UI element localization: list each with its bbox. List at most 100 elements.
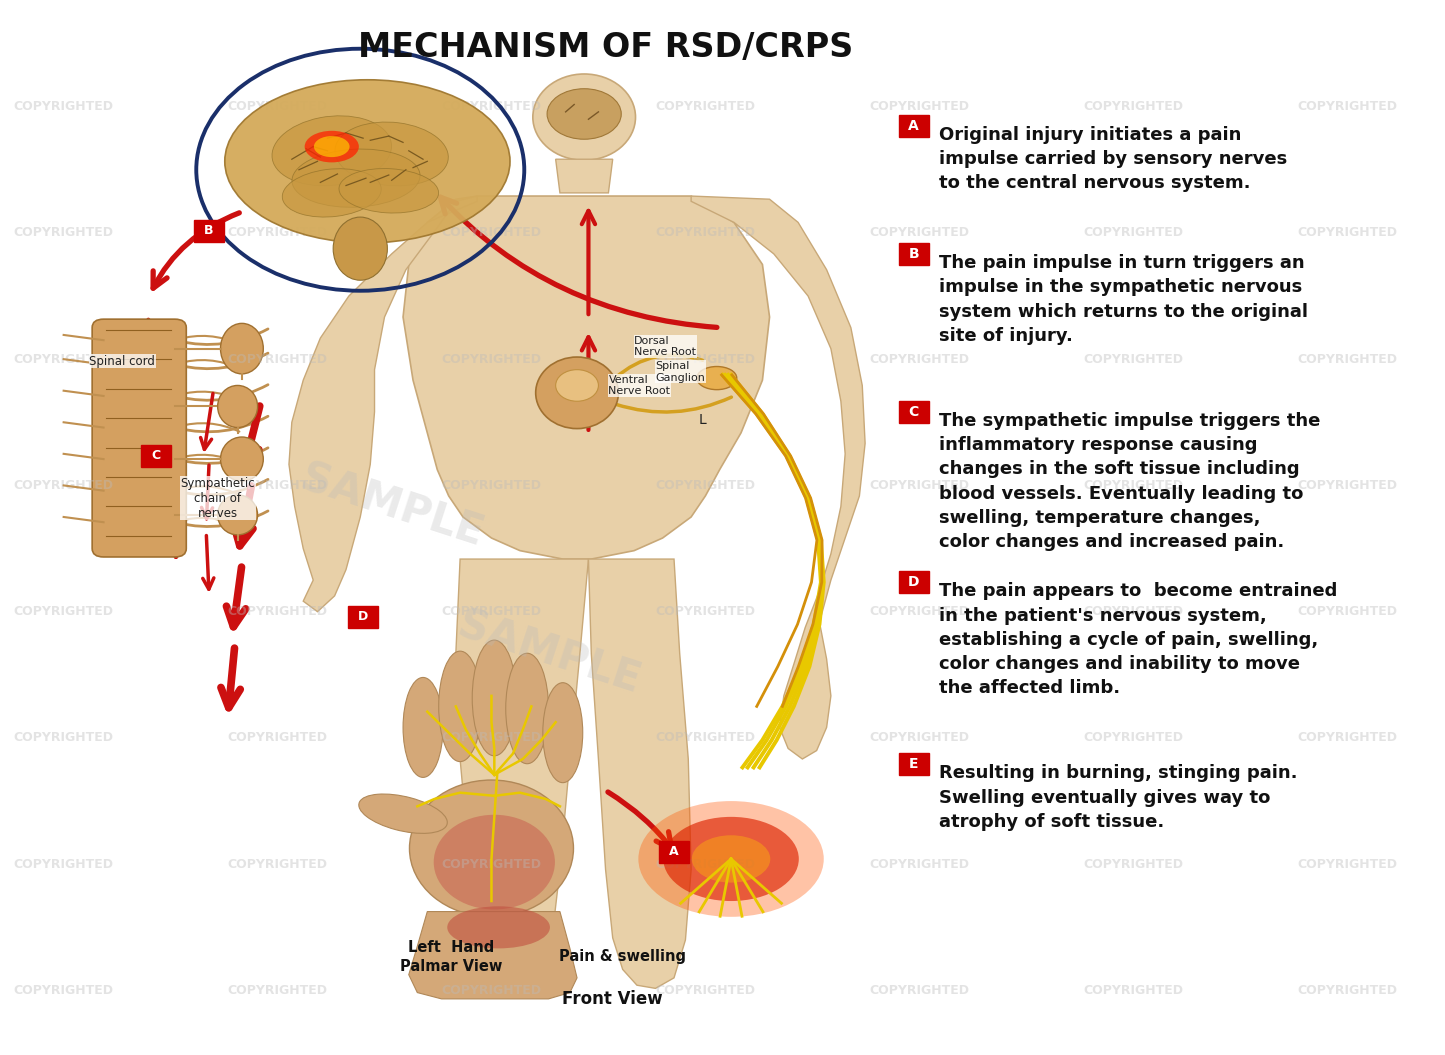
Text: Resulting in burning, stinging pain.
Swelling eventually gives way to
atrophy of: Resulting in burning, stinging pain. Swe… [939, 764, 1298, 831]
Text: A: A [669, 845, 679, 858]
Text: COPYRIGHTED: COPYRIGHTED [1084, 606, 1183, 618]
Text: Spinal
Ganglion: Spinal Ganglion [656, 361, 705, 383]
Text: COPYRIGHTED: COPYRIGHTED [227, 606, 328, 618]
Ellipse shape [543, 683, 582, 783]
Text: Dorsal
Nerve Root: Dorsal Nerve Root [634, 335, 696, 358]
Text: Ventral
Nerve Root: Ventral Nerve Root [608, 375, 670, 397]
Text: COPYRIGHTED: COPYRIGHTED [656, 858, 756, 870]
Ellipse shape [218, 495, 257, 535]
Ellipse shape [639, 801, 824, 917]
Text: COPYRIGHTED: COPYRIGHTED [1298, 731, 1397, 745]
Text: COPYRIGHTED: COPYRIGHTED [13, 858, 114, 870]
Text: B: B [204, 225, 214, 237]
Text: COPYRIGHTED: COPYRIGHTED [1298, 100, 1397, 113]
Text: COPYRIGHTED: COPYRIGHTED [442, 479, 542, 492]
Ellipse shape [225, 80, 510, 243]
Text: E: E [909, 757, 919, 771]
Text: COPYRIGHTED: COPYRIGHTED [1298, 606, 1397, 618]
Text: C: C [152, 449, 160, 462]
Text: COPYRIGHTED: COPYRIGHTED [227, 479, 328, 492]
Text: COPYRIGHTED: COPYRIGHTED [656, 731, 756, 745]
Ellipse shape [334, 217, 387, 281]
Polygon shape [455, 559, 588, 991]
Text: Left  Hand
Palmar View: Left Hand Palmar View [400, 940, 503, 974]
Text: COPYRIGHTED: COPYRIGHTED [227, 731, 328, 745]
Polygon shape [588, 559, 691, 989]
Text: Original injury initiates a pain
impulse carried by sensory nerves
to the centra: Original injury initiates a pain impulse… [939, 126, 1287, 192]
FancyBboxPatch shape [348, 606, 379, 628]
Ellipse shape [272, 116, 392, 186]
Polygon shape [556, 159, 613, 193]
Text: COPYRIGHTED: COPYRIGHTED [870, 352, 970, 366]
Text: COPYRIGHTED: COPYRIGHTED [442, 731, 542, 745]
Text: COPYRIGHTED: COPYRIGHTED [13, 352, 114, 366]
FancyBboxPatch shape [899, 753, 929, 775]
Text: COPYRIGHTED: COPYRIGHTED [870, 606, 970, 618]
Ellipse shape [218, 385, 257, 427]
Text: COPYRIGHTED: COPYRIGHTED [870, 227, 970, 239]
Text: COPYRIGHTED: COPYRIGHTED [1084, 858, 1183, 870]
Text: COPYRIGHTED: COPYRIGHTED [656, 606, 756, 618]
Ellipse shape [221, 324, 263, 373]
Ellipse shape [536, 357, 618, 428]
Text: Front View: Front View [562, 990, 663, 1008]
FancyBboxPatch shape [142, 445, 172, 467]
Ellipse shape [473, 640, 516, 755]
Ellipse shape [533, 74, 636, 160]
Ellipse shape [692, 836, 770, 883]
Polygon shape [289, 196, 477, 612]
Ellipse shape [434, 814, 555, 909]
Ellipse shape [305, 131, 358, 162]
Ellipse shape [282, 169, 381, 217]
Text: COPYRIGHTED: COPYRIGHTED [442, 984, 542, 997]
Ellipse shape [403, 677, 444, 778]
FancyBboxPatch shape [659, 841, 689, 863]
Text: COPYRIGHTED: COPYRIGHTED [227, 984, 328, 997]
Text: Spinal cord: Spinal cord [90, 354, 155, 368]
Ellipse shape [548, 89, 621, 139]
Ellipse shape [358, 794, 448, 833]
Text: The sympathetic impulse triggers the
inflammatory response causing
changes in th: The sympathetic impulse triggers the inf… [939, 411, 1321, 552]
Text: MECHANISM OF RSD/CRPS: MECHANISM OF RSD/CRPS [358, 31, 853, 64]
Ellipse shape [506, 653, 549, 764]
Text: COPYRIGHTED: COPYRIGHTED [870, 479, 970, 492]
Ellipse shape [448, 906, 551, 948]
Text: COPYRIGHTED: COPYRIGHTED [227, 858, 328, 870]
Text: COPYRIGHTED: COPYRIGHTED [1084, 479, 1183, 492]
Polygon shape [409, 912, 577, 999]
Text: COPYRIGHTED: COPYRIGHTED [656, 984, 756, 997]
FancyBboxPatch shape [194, 219, 224, 242]
Ellipse shape [221, 437, 263, 481]
Text: The pain appears to  become entrained
in the patient's nervous system,
establish: The pain appears to become entrained in … [939, 582, 1338, 697]
Text: COPYRIGHTED: COPYRIGHTED [227, 352, 328, 366]
Ellipse shape [439, 651, 481, 762]
Text: D: D [358, 611, 368, 624]
Text: COPYRIGHTED: COPYRIGHTED [1298, 227, 1397, 239]
Text: COPYRIGHTED: COPYRIGHTED [13, 606, 114, 618]
Text: COPYRIGHTED: COPYRIGHTED [1084, 227, 1183, 239]
Text: COPYRIGHTED: COPYRIGHTED [870, 984, 970, 997]
Text: B: B [909, 247, 919, 261]
Ellipse shape [340, 169, 439, 213]
Text: COPYRIGHTED: COPYRIGHTED [1084, 352, 1183, 366]
Text: COPYRIGHTED: COPYRIGHTED [13, 984, 114, 997]
FancyBboxPatch shape [92, 320, 186, 557]
Text: COPYRIGHTED: COPYRIGHTED [870, 731, 970, 745]
FancyBboxPatch shape [899, 571, 929, 593]
Ellipse shape [314, 136, 350, 157]
Text: COPYRIGHTED: COPYRIGHTED [13, 100, 114, 113]
Text: COPYRIGHTED: COPYRIGHTED [13, 479, 114, 492]
Text: The pain impulse in turn triggers an
impulse in the sympathetic nervous
system w: The pain impulse in turn triggers an imp… [939, 254, 1308, 345]
Text: COPYRIGHTED: COPYRIGHTED [1084, 731, 1183, 745]
Text: C: C [909, 405, 919, 419]
Text: COPYRIGHTED: COPYRIGHTED [870, 100, 970, 113]
Ellipse shape [335, 122, 448, 186]
Text: COPYRIGHTED: COPYRIGHTED [656, 227, 756, 239]
Text: COPYRIGHTED: COPYRIGHTED [1298, 479, 1397, 492]
Ellipse shape [663, 817, 799, 901]
Text: D: D [907, 575, 919, 589]
Text: COPYRIGHTED: COPYRIGHTED [442, 352, 542, 366]
Text: COPYRIGHTED: COPYRIGHTED [1084, 984, 1183, 997]
Ellipse shape [696, 366, 737, 389]
Text: COPYRIGHTED: COPYRIGHTED [1298, 858, 1397, 870]
